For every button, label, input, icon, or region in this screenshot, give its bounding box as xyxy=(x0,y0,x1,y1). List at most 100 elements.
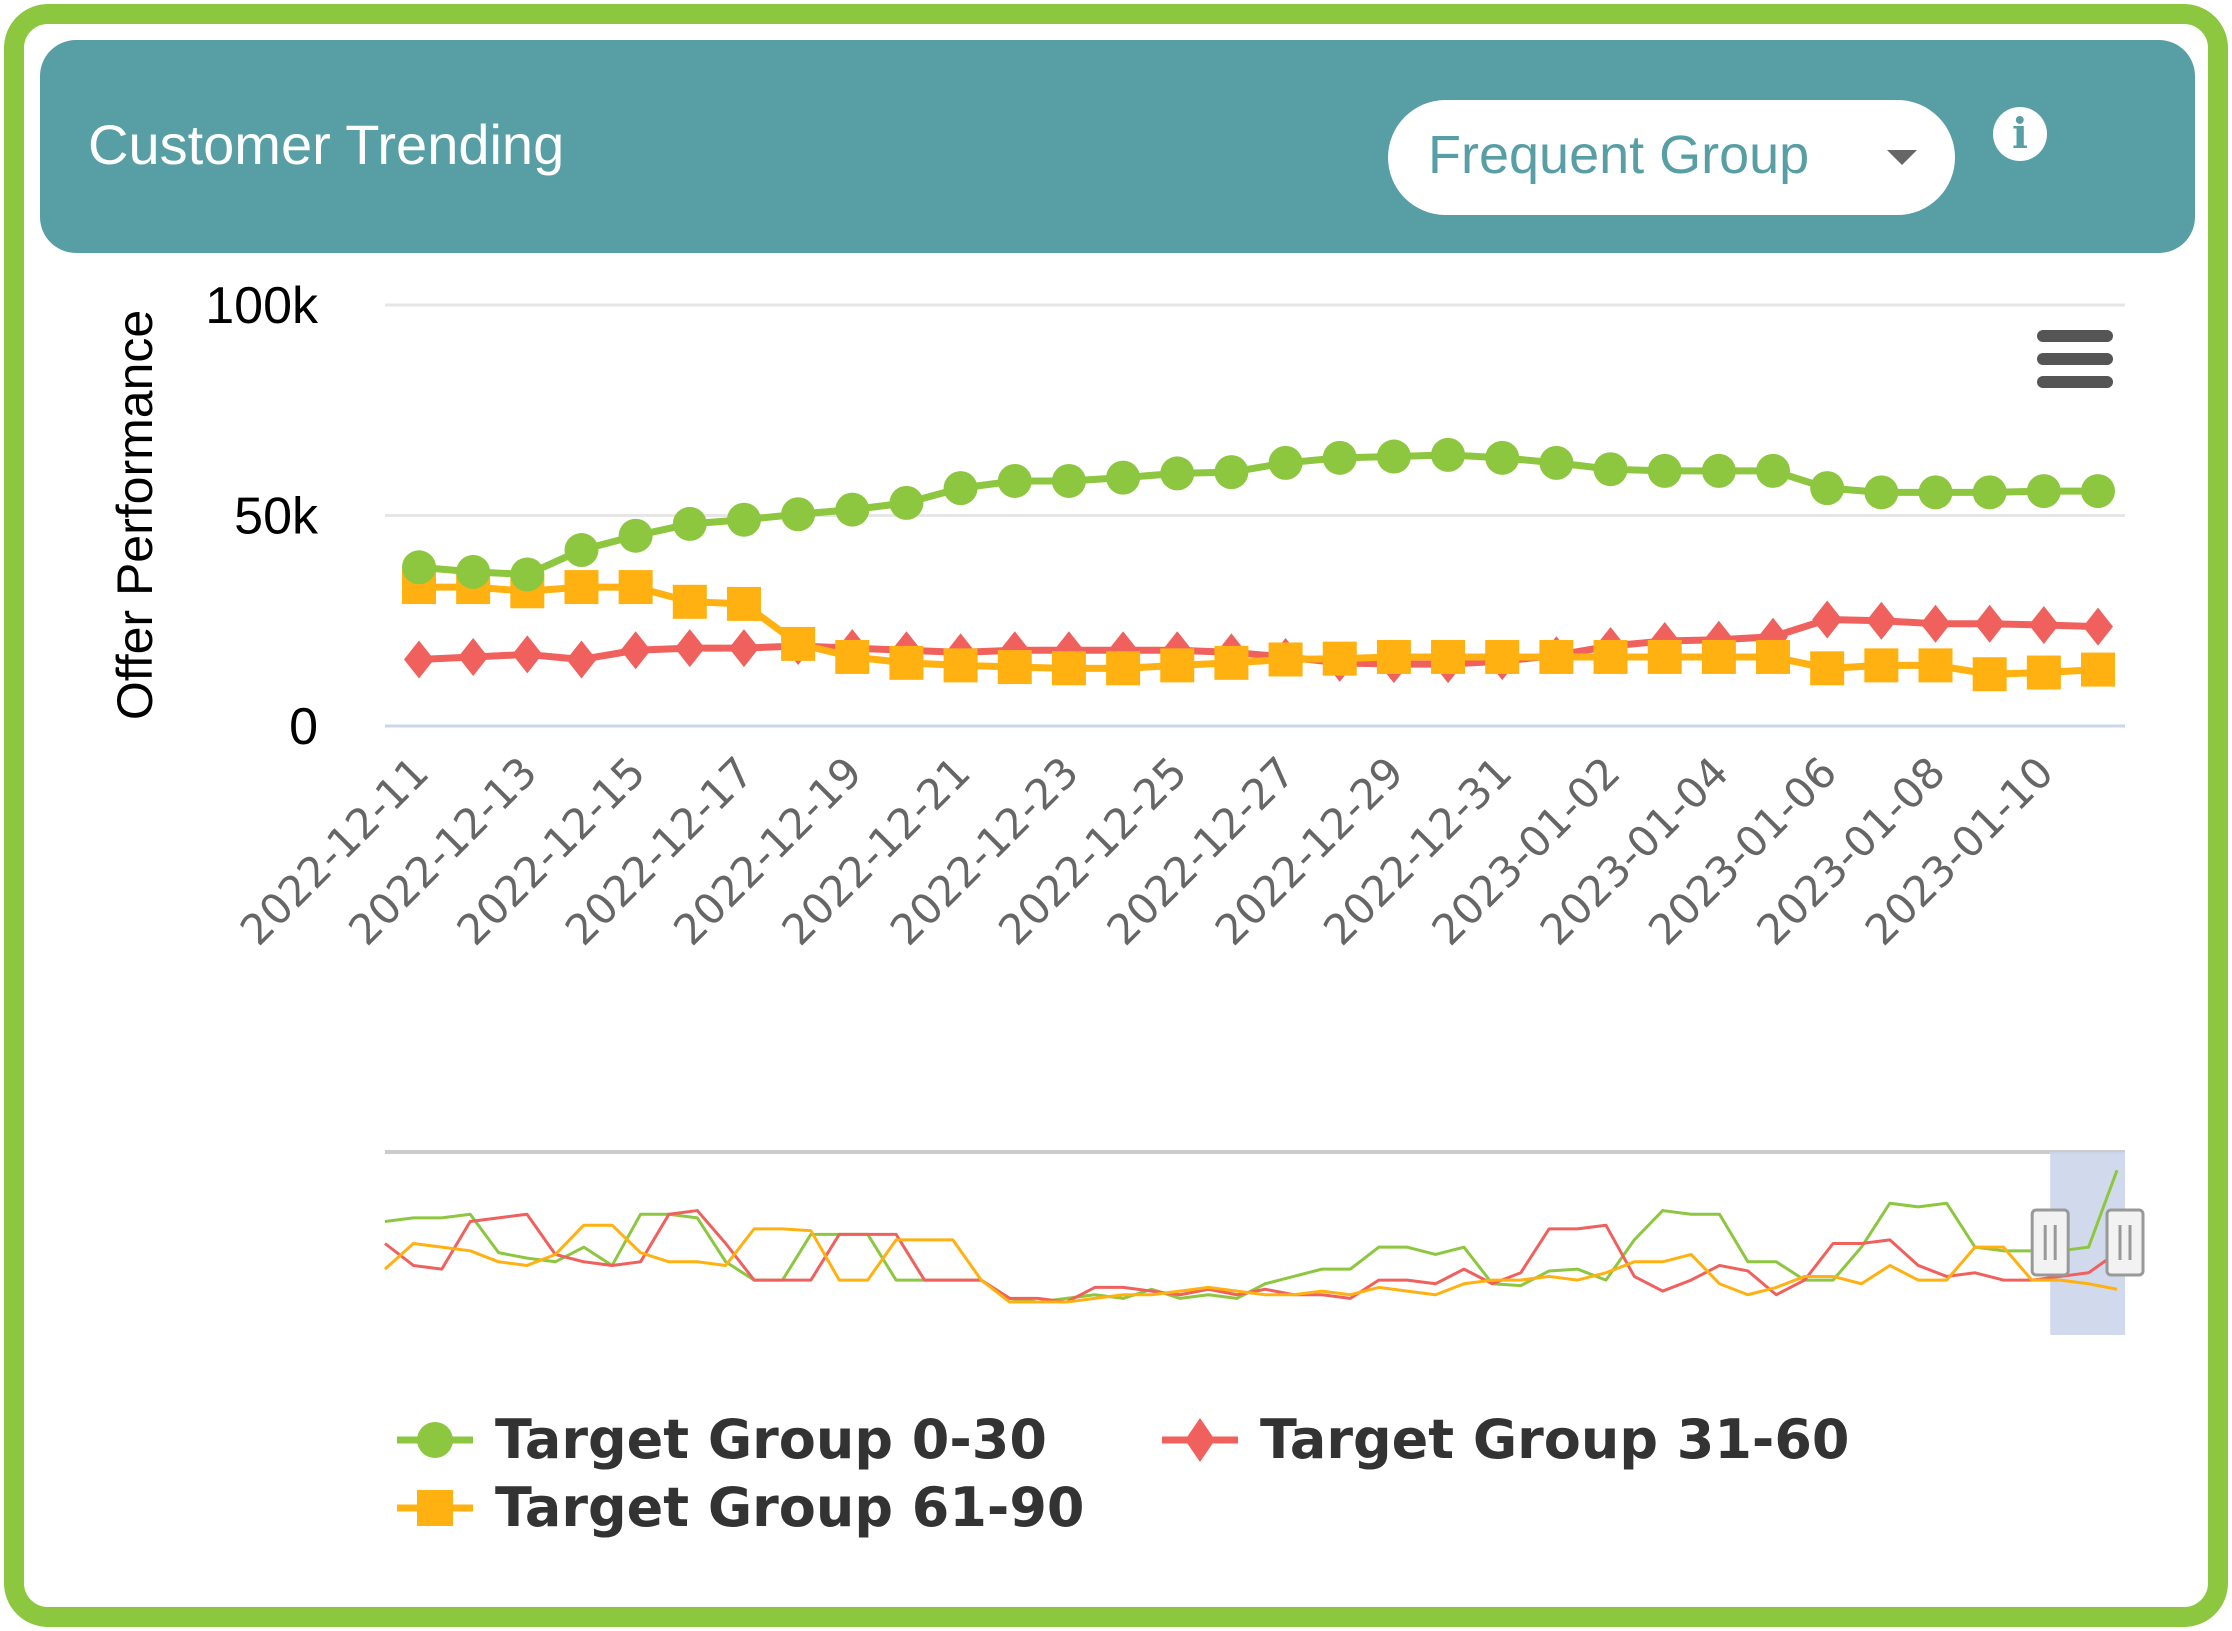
data-point xyxy=(1972,475,2007,510)
series-target-group-61-90 xyxy=(402,570,2115,692)
data-point xyxy=(1485,639,1520,674)
data-point xyxy=(1485,440,1520,475)
data-point xyxy=(1376,639,1411,674)
y-axis-title: Offer Performance xyxy=(107,310,163,720)
data-point xyxy=(458,637,489,676)
x-tick-label: 2023-01-10 xyxy=(1856,747,2063,954)
data-point xyxy=(618,570,653,605)
group-select-dropdown[interactable]: Frequent Group xyxy=(1388,100,1955,215)
y-tick-label: 50k xyxy=(234,488,319,546)
series-group xyxy=(402,437,2115,692)
data-point xyxy=(1214,455,1249,490)
navigator-series-line xyxy=(383,1223,2118,1304)
legend-label: Target Group 61-90 xyxy=(495,1476,1085,1539)
data-point xyxy=(1647,639,1682,674)
data-point xyxy=(1974,604,2005,643)
data-point xyxy=(510,557,545,592)
handle-box xyxy=(2105,1208,2145,1277)
data-point xyxy=(1756,639,1791,674)
data-point xyxy=(726,586,761,621)
data-point xyxy=(1376,439,1411,474)
data-point xyxy=(404,640,434,679)
data-point xyxy=(1593,639,1628,674)
data-point xyxy=(1701,639,1736,674)
data-point xyxy=(1106,651,1141,686)
data-point xyxy=(1431,639,1466,674)
data-point xyxy=(1866,601,1897,640)
data-point xyxy=(1864,475,1899,510)
data-point xyxy=(456,554,491,589)
data-point xyxy=(1593,452,1628,487)
data-point xyxy=(943,471,978,506)
y-tick-label: 100k xyxy=(205,277,319,335)
data-point xyxy=(889,485,924,520)
data-point xyxy=(726,502,761,537)
diamond-marker-icon xyxy=(1162,1418,1238,1462)
navigator-left-handle[interactable] xyxy=(2030,1208,2070,1277)
x-axis-ticks: 2022-12-112022-12-132022-12-152022-12-17… xyxy=(231,747,2063,954)
data-point xyxy=(674,629,705,668)
data-point xyxy=(1810,471,1845,506)
square-marker-icon xyxy=(397,1490,473,1526)
hamburger-menu-icon[interactable] xyxy=(2037,330,2113,388)
data-point xyxy=(728,629,759,668)
data-point xyxy=(2026,655,2061,690)
data-point xyxy=(1214,645,1249,680)
data-point xyxy=(402,550,436,585)
data-point xyxy=(1051,651,1086,686)
data-point xyxy=(1160,648,1195,683)
widget-frame xyxy=(4,4,2228,1627)
data-point xyxy=(1701,453,1736,488)
data-point xyxy=(564,570,599,605)
series-line xyxy=(419,583,2099,678)
data-point xyxy=(566,640,597,679)
circle-marker-icon xyxy=(397,1422,473,1458)
navigator xyxy=(383,1150,2145,1335)
data-point xyxy=(1268,445,1303,480)
series-line xyxy=(418,615,2099,668)
grid-lines xyxy=(385,303,2125,728)
data-point xyxy=(781,497,816,532)
data-point xyxy=(2081,652,2115,687)
handle-box xyxy=(2030,1208,2070,1277)
data-point xyxy=(997,650,1032,685)
y-tick-label: 0 xyxy=(289,698,318,756)
data-point xyxy=(781,626,816,661)
data-point xyxy=(1051,463,1086,498)
data-point xyxy=(672,506,707,541)
data-point xyxy=(1810,651,1845,686)
data-point xyxy=(1106,460,1141,495)
widget-title: Customer Trending xyxy=(88,113,565,176)
dropdown-selected-value: Frequent Group xyxy=(1428,125,1810,185)
data-point xyxy=(1268,642,1303,677)
data-point xyxy=(1920,604,1951,643)
data-point xyxy=(1322,641,1357,676)
data-point xyxy=(889,645,924,680)
data-point xyxy=(620,631,651,670)
series-target-group-0-30 xyxy=(402,437,2115,592)
data-point xyxy=(2083,607,2113,646)
legend-label: Target Group 0-30 xyxy=(495,1408,1047,1471)
data-point xyxy=(564,533,599,568)
data-point xyxy=(1647,453,1682,488)
data-point xyxy=(1160,456,1195,491)
data-point xyxy=(1756,453,1791,488)
data-point xyxy=(2081,474,2115,509)
data-point xyxy=(997,463,1032,498)
data-point xyxy=(512,635,543,674)
data-point xyxy=(1918,475,1953,510)
legend-label: Target Group 31-60 xyxy=(1260,1408,1850,1471)
data-point xyxy=(1322,440,1357,475)
data-point xyxy=(1539,445,1574,480)
navigator-right-handle[interactable] xyxy=(2105,1208,2145,1277)
info-circle-icon[interactable]: i xyxy=(1993,107,2047,161)
data-point xyxy=(1972,657,2007,692)
y-axis-ticks: 0 50k 100k xyxy=(205,277,319,756)
widget-header: Customer Trending Frequent Group i xyxy=(40,40,2195,253)
data-point xyxy=(2028,605,2059,644)
data-point xyxy=(943,648,978,683)
data-point xyxy=(835,492,870,527)
data-point xyxy=(618,518,653,553)
data-point xyxy=(672,584,707,619)
data-point xyxy=(835,639,870,674)
